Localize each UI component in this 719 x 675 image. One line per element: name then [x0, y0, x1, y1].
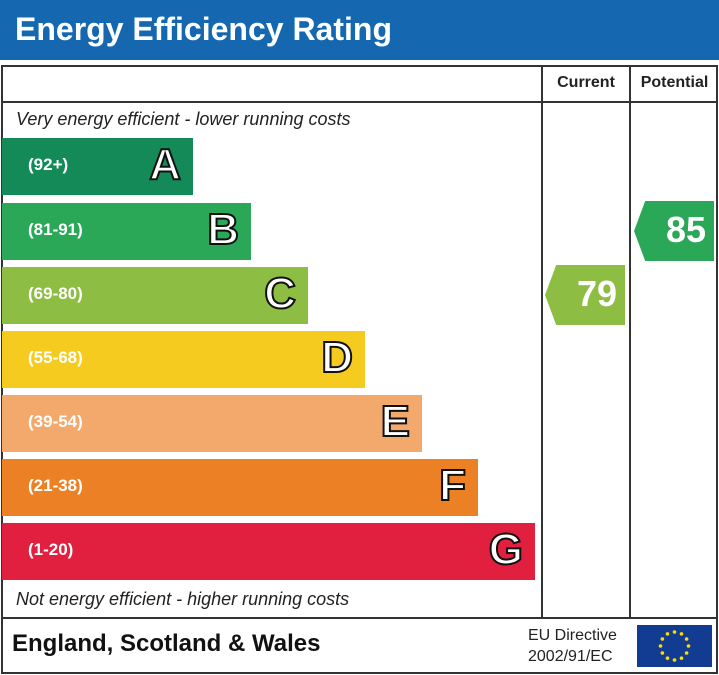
band-range: (69-80)	[28, 284, 83, 303]
page-title: Energy Efficiency Rating	[15, 11, 392, 47]
directive-line1: EU Directive	[528, 627, 617, 644]
band-letter: A	[148, 139, 182, 190]
band-F: (21-38) F	[2, 459, 478, 516]
star-icon	[684, 651, 689, 655]
potential-rating-arrow: 85	[634, 201, 714, 261]
band-range: (39-54)	[28, 412, 83, 431]
directive-line2: 2002/91/EC	[528, 648, 613, 665]
eu-flag-icon	[637, 625, 712, 667]
band-range: (81-91)	[28, 220, 83, 239]
band-D: (55-68) D	[2, 331, 365, 388]
divider	[1, 101, 718, 103]
band-letter: D	[320, 332, 354, 383]
star-icon	[665, 632, 670, 636]
band-G: (1-20) G	[2, 523, 535, 580]
band-E: (39-54) E	[2, 395, 422, 452]
band-C: (69-80) C	[2, 267, 308, 324]
band-range: (1-20)	[28, 540, 74, 559]
current-rating-value: 79	[576, 273, 617, 314]
star-icon	[679, 632, 684, 636]
star-icon	[672, 658, 677, 662]
star-icon	[686, 644, 691, 648]
band-letter: E	[380, 396, 411, 447]
column-potential: Potential	[640, 74, 709, 91]
star-icon	[658, 644, 663, 648]
star-icon	[660, 651, 665, 655]
star-icon	[672, 630, 677, 634]
band-range: (21-38)	[28, 476, 83, 495]
band-A: (92+) A	[2, 138, 193, 195]
star-icon	[679, 656, 684, 660]
star-icon	[660, 637, 665, 641]
band-letter: G	[488, 524, 524, 575]
band-letter: B	[206, 204, 240, 255]
current-rating-arrow: 79	[545, 265, 625, 325]
divider	[629, 65, 631, 618]
divider	[541, 65, 543, 618]
note-top: Very energy efficient - lower running co…	[16, 109, 351, 129]
star-icon	[684, 637, 689, 641]
potential-rating-value: 85	[665, 209, 706, 250]
column-current: Current	[557, 74, 615, 91]
band-range: (55-68)	[28, 348, 83, 367]
header: Energy Efficiency Rating	[0, 0, 719, 60]
divider	[1, 617, 718, 619]
band-range: (92+)	[28, 155, 69, 174]
star-icon	[665, 656, 670, 660]
band-letter: C	[263, 268, 297, 319]
band-B: (81-91) B	[2, 203, 251, 260]
note-bottom: Not energy efficient - higher running co…	[16, 589, 350, 609]
region-label: England, Scotland & Wales	[12, 630, 321, 657]
band-letter: F	[438, 460, 467, 511]
